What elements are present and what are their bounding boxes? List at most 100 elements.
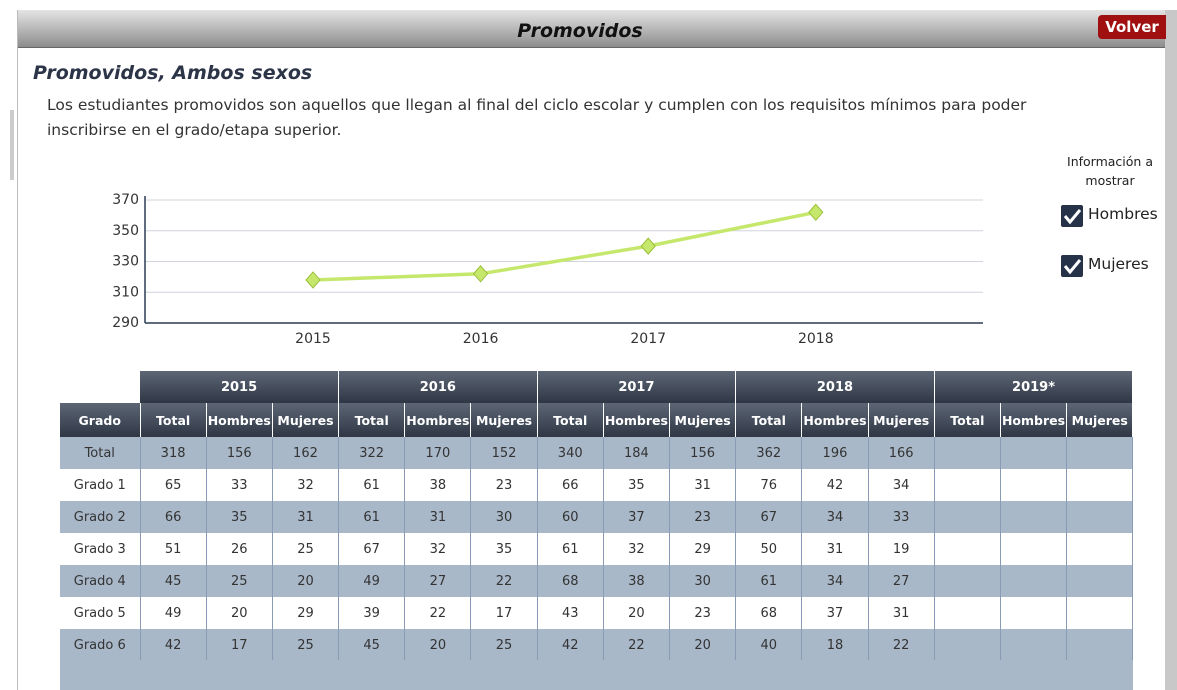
year-header: 2019* — [934, 371, 1134, 403]
y-tick-label: 330 — [112, 254, 139, 270]
line — [312, 210, 817, 282]
cell: 67 — [338, 533, 406, 565]
cell: 49 — [338, 565, 406, 597]
subheader: Hombres — [404, 403, 472, 437]
panel-edge — [1165, 10, 1177, 690]
y-tick-label: 310 — [112, 284, 139, 300]
options-title: Información a mostrar — [1067, 154, 1153, 188]
chart: 290 310 330 350 370 2015 2016 2017 2018 — [112, 192, 983, 347]
cell: 340 — [537, 437, 604, 469]
cell: 20 — [206, 597, 273, 629]
year-row: 2015 2016 2017 2018 2019* — [60, 371, 1134, 403]
marker — [808, 203, 824, 222]
cell: 322 — [338, 437, 406, 469]
cell: 23 — [669, 501, 737, 533]
cell: 34 — [801, 565, 869, 597]
empty-cell — [1066, 533, 1134, 565]
subheader: Hombres — [1000, 403, 1068, 437]
back-button[interactable]: Volver — [1098, 15, 1166, 39]
cell: 20 — [404, 629, 472, 661]
row-label: Total — [60, 437, 141, 469]
empty-cell — [934, 629, 1001, 661]
subheader: Mujeres — [669, 403, 737, 437]
cell: 35 — [603, 469, 671, 501]
cell: 196 — [801, 437, 869, 469]
cell: 31 — [404, 501, 472, 533]
cell: 20 — [669, 629, 737, 661]
cell: 17 — [470, 597, 538, 629]
cell: 68 — [735, 597, 803, 629]
check-icon — [1063, 259, 1082, 275]
cell: 34 — [801, 501, 869, 533]
cell: 17 — [206, 629, 273, 661]
table-filler — [60, 660, 1133, 690]
subheader: Mujeres — [272, 403, 340, 437]
panel-border — [17, 10, 18, 690]
empty-cell — [1000, 597, 1068, 629]
cell: 20 — [603, 597, 671, 629]
cell: 23 — [470, 469, 538, 501]
cell: 362 — [735, 437, 803, 469]
empty-cell — [934, 597, 1001, 629]
cell: 37 — [603, 501, 671, 533]
cell: 60 — [537, 501, 604, 533]
cell: 22 — [603, 629, 671, 661]
table-row: Grado 1 65 33 32 61 38 23 66 35 31 76 42 34 — [60, 469, 1134, 501]
y-tick-label: 350 — [112, 223, 139, 239]
cell: 39 — [338, 597, 406, 629]
empty-cell — [1066, 501, 1134, 533]
cell: 33 — [206, 469, 273, 501]
empty-cell — [934, 533, 1001, 565]
heading: Promovidos, Ambos sexos — [33, 62, 313, 84]
cell: 25 — [272, 629, 340, 661]
row-label: Grado 2 — [60, 501, 141, 533]
cell: 23 — [669, 597, 737, 629]
cell: 32 — [404, 533, 472, 565]
subheader: Total — [140, 403, 207, 437]
cell: 19 — [868, 533, 935, 565]
cell: 25 — [470, 629, 538, 661]
year-header: 2016 — [338, 371, 538, 403]
subheader-row: Grado Total Hombres Mujeres Total Hombres Muje… — [60, 403, 1134, 437]
marker — [305, 271, 321, 289]
empty-cell — [1000, 469, 1068, 501]
row-label: Grado 3 — [60, 533, 141, 565]
cell: 76 — [735, 469, 803, 501]
subheader: Hombres — [603, 403, 671, 437]
table-row: Grado 6 42 17 25 45 20 25 42 22 20 40 18 22 — [60, 629, 1134, 661]
cell: 26 — [206, 533, 273, 565]
cell: 27 — [404, 565, 472, 597]
row-label: Grado 5 — [60, 597, 141, 629]
cell: 31 — [272, 501, 340, 533]
cell: 184 — [603, 437, 671, 469]
year-header: 2015 — [140, 371, 340, 403]
checkbox[interactable] — [1061, 205, 1083, 227]
cell: 37 — [801, 597, 869, 629]
year-header: 2017 — [537, 371, 737, 403]
row-label: Grado 4 — [60, 565, 141, 597]
empty-cell — [1000, 629, 1068, 661]
cell: 22 — [404, 597, 472, 629]
cell: 61 — [338, 469, 406, 501]
table-row: Grado 5 49 20 29 39 22 17 43 20 23 68 37 31 — [60, 597, 1134, 629]
checkbox[interactable] — [1061, 255, 1083, 277]
cell: 156 — [669, 437, 737, 469]
subheader: Hombres — [206, 403, 273, 437]
table-row: Total 318 156 162 322 170 152 340 184 156 362 196 16… — [60, 437, 1134, 469]
scroll-hint — [10, 110, 14, 180]
x-tick-label: 2015 — [295, 331, 331, 347]
x-tick-label: 2017 — [630, 331, 666, 347]
subheader: Mujeres — [470, 403, 538, 437]
subheader: Mujeres — [868, 403, 935, 437]
year-header: 2018 — [735, 371, 935, 403]
subheader: Total — [934, 403, 1001, 437]
description: Los estudiantes promovidos son aquellos … — [47, 96, 1027, 139]
cell: 18 — [801, 629, 869, 661]
empty-cell — [1066, 597, 1134, 629]
cell: 34 — [868, 469, 935, 501]
empty-cell — [934, 565, 1001, 597]
corner-cell — [60, 371, 140, 403]
cell: 42 — [140, 629, 207, 661]
cell: 66 — [537, 469, 604, 501]
